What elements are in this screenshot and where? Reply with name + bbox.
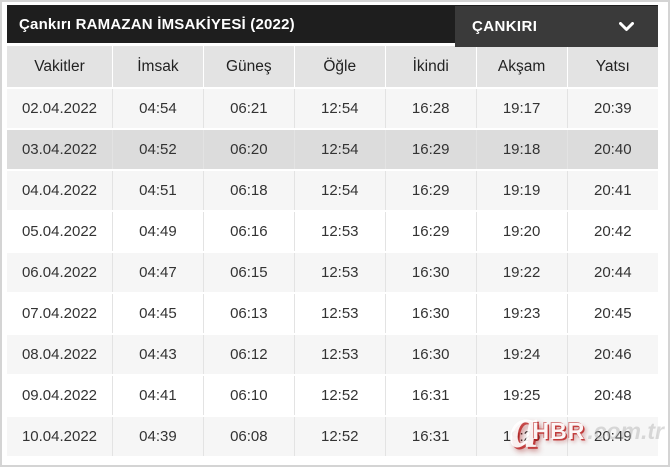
time-cell: 16:31 [384, 375, 477, 417]
time-cell: 04:54 [111, 88, 204, 130]
column-header-1: Vakitler [7, 46, 113, 89]
time-cell: 06:18 [202, 170, 295, 212]
time-cell: 06:12 [202, 334, 295, 376]
time-cell: 12:53 [293, 252, 386, 294]
time-cell: 20:40 [566, 129, 658, 171]
time-cell: 19:22 [475, 252, 568, 294]
time-cell: 04:51 [111, 170, 204, 212]
time-cell: 20:45 [566, 293, 658, 335]
time-cell: 20:46 [566, 334, 658, 376]
time-cell: 19:19 [475, 170, 568, 212]
time-cell: 16:29 [384, 129, 477, 171]
time-cell: 06:21 [202, 88, 295, 130]
date-cell: 04.04.2022 [7, 170, 113, 212]
time-cell: 06:20 [202, 129, 295, 171]
table-row: 02.04.2022 04:54 06:21 12:54 16:28 19:17 20:39 [7, 88, 658, 130]
date-cell: 09.04.2022 [7, 375, 113, 417]
table-row: 10.04.2022 04:39 06:08 12:52 16:31 19:26 20:49 [7, 416, 658, 458]
time-cell: 20:39 [566, 88, 658, 130]
table-row: 05.04.2022 04:49 06:16 12:53 16:29 19:20 20:42 [7, 211, 658, 253]
table-header: Vakitler İmsak Güneş Öğle İkindi Akşam Yatsı [7, 46, 658, 89]
chevron-down-icon [619, 21, 634, 32]
date-cell: 02.04.2022 [7, 88, 113, 130]
time-cell: 06:13 [202, 293, 295, 335]
time-cell: 20:41 [566, 170, 658, 212]
page-title: Çankırı RAMAZAN İMSAKİYESİ (2022) [19, 15, 295, 33]
city-dropdown[interactable]: ÇANKIRI [455, 6, 658, 47]
time-cell: 06:08 [202, 416, 295, 458]
table-row: 08.04.2022 04:43 06:12 12:53 16:30 19:24 20:46 [7, 334, 658, 376]
time-cell: 12:54 [293, 129, 386, 171]
column-header-3: Güneş [202, 46, 295, 89]
time-cell: 16:30 [384, 293, 477, 335]
time-cell: 12:53 [293, 293, 386, 335]
date-cell: 10.04.2022 [7, 416, 113, 458]
column-header-4: Öğle [293, 46, 386, 89]
time-cell: 12:54 [293, 170, 386, 212]
time-cell: 06:16 [202, 211, 295, 253]
time-cell: 19:23 [475, 293, 568, 335]
time-cell: 04:47 [111, 252, 204, 294]
time-cell: 19:20 [475, 211, 568, 253]
time-cell: 16:30 [384, 252, 477, 294]
table-row: 07.04.2022 04:45 06:13 12:53 16:30 19:23 20:45 [7, 293, 658, 335]
date-cell: 07.04.2022 [7, 293, 113, 335]
time-cell: 04:52 [111, 129, 204, 171]
table-row: 04.04.2022 04:51 06:18 12:54 16:29 19:19 20:41 [7, 170, 658, 212]
time-cell: 19:18 [475, 129, 568, 171]
time-cell: 19:25 [475, 375, 568, 417]
table-row: 06.04.2022 04:47 06:15 12:53 16:30 19:22 20:44 [7, 252, 658, 294]
column-header-6: Akşam [475, 46, 568, 89]
table-body: 02.04.2022 04:54 06:21 12:54 16:28 19:17 20:39… [7, 88, 658, 458]
header-bar: Çankırı RAMAZAN İMSAKİYESİ (2022) ÇANKIR… [7, 5, 658, 47]
column-header-5: İkindi [384, 46, 477, 89]
time-cell: 12:54 [293, 88, 386, 130]
column-header-2: İmsak [111, 46, 204, 89]
time-cell: 16:29 [384, 211, 477, 253]
time-cell: 06:10 [202, 375, 295, 417]
time-cell: 16:30 [384, 334, 477, 376]
time-cell: 20:48 [566, 375, 658, 417]
date-cell: 03.04.2022 [7, 129, 113, 171]
time-cell: 16:28 [384, 88, 477, 130]
date-cell: 06.04.2022 [7, 252, 113, 294]
time-cell: 12:53 [293, 211, 386, 253]
time-cell: 19:24 [475, 334, 568, 376]
time-cell: 04:49 [111, 211, 204, 253]
time-cell: 04:43 [111, 334, 204, 376]
time-cell: 04:45 [111, 293, 204, 335]
time-cell: 20:44 [566, 252, 658, 294]
time-cell: 19:26 [475, 416, 568, 458]
table-row: 03.04.2022 04:52 06:20 12:54 16:29 19:18 20:40 [7, 129, 658, 171]
time-cell: 20:49 [566, 416, 658, 458]
prayer-times-table: Vakitler İmsak Güneş Öğle İkindi Akşam Yatsı 0… [7, 46, 658, 458]
table-header-row: Vakitler İmsak Güneş Öğle İkindi Akşam Yatsı [7, 46, 658, 89]
time-cell: 06:15 [202, 252, 295, 294]
column-header-7: Yatsı [566, 46, 658, 89]
table-row: 09.04.2022 04:41 06:10 12:52 16:31 19:25 20:48 [7, 375, 658, 417]
time-cell: 12:52 [293, 375, 386, 417]
city-dropdown-value: ÇANKIRI [472, 18, 538, 35]
time-cell: 19:17 [475, 88, 568, 130]
time-cell: 16:31 [384, 416, 477, 458]
time-cell: 04:41 [111, 375, 204, 417]
date-cell: 08.04.2022 [7, 334, 113, 376]
date-cell: 05.04.2022 [7, 211, 113, 253]
time-cell: 04:39 [111, 416, 204, 458]
time-cell: 12:53 [293, 334, 386, 376]
time-cell: 12:52 [293, 416, 386, 458]
time-cell: 20:42 [566, 211, 658, 253]
time-cell: 16:29 [384, 170, 477, 212]
